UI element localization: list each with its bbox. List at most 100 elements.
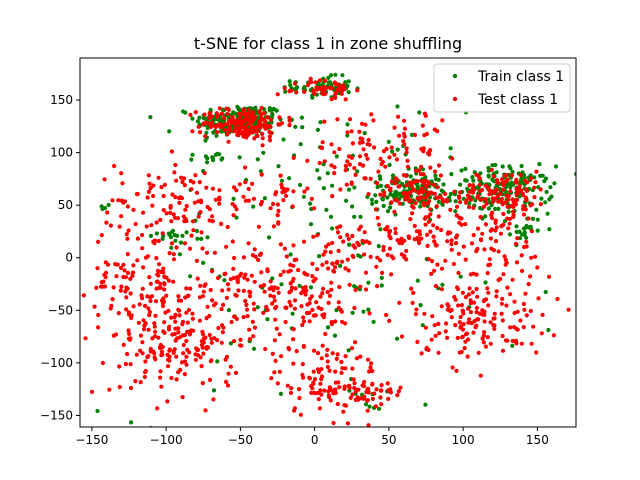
test-point — [496, 249, 501, 254]
test-point — [181, 342, 186, 348]
test-point — [286, 345, 291, 351]
test-point — [353, 340, 358, 345]
train-point — [381, 203, 386, 208]
test-point — [332, 269, 337, 274]
test-point — [487, 192, 492, 197]
test-point — [505, 338, 510, 343]
test-point — [207, 111, 212, 116]
train-point — [344, 198, 349, 203]
test-point — [156, 238, 161, 244]
test-point — [301, 375, 306, 380]
train-point — [386, 139, 391, 144]
train-point — [317, 254, 322, 259]
train-point — [374, 199, 379, 204]
test-point — [194, 258, 199, 263]
test-point — [203, 335, 208, 340]
test-point — [164, 293, 169, 298]
test-point — [225, 131, 230, 137]
test-point — [372, 145, 377, 150]
test-point — [378, 258, 383, 263]
test-point — [524, 180, 530, 185]
test-point — [341, 239, 346, 244]
test-point — [172, 331, 177, 337]
test-point — [387, 155, 392, 160]
train-point — [333, 72, 338, 77]
train-point — [236, 107, 241, 112]
test-point — [258, 125, 263, 130]
train-point — [148, 115, 153, 120]
test-point — [203, 134, 208, 139]
test-point — [185, 293, 190, 299]
test-point — [414, 229, 419, 234]
train-point — [378, 227, 383, 232]
test-point — [494, 294, 499, 299]
test-point — [173, 326, 178, 331]
test-point — [282, 86, 287, 91]
test-point — [513, 241, 519, 246]
test-point — [305, 158, 310, 163]
test-point — [262, 283, 267, 288]
test-point — [215, 275, 221, 281]
test-point — [385, 183, 390, 189]
test-point — [202, 171, 207, 176]
test-point — [499, 301, 504, 306]
test-point — [487, 262, 493, 267]
test-point — [225, 111, 230, 117]
test-point — [407, 235, 412, 241]
test-point — [102, 177, 107, 182]
test-point — [259, 270, 264, 275]
train-point — [366, 307, 371, 312]
test-point — [327, 385, 332, 390]
test-point — [389, 272, 394, 277]
train-point — [453, 209, 458, 214]
test-point — [489, 227, 495, 232]
test-point — [195, 276, 200, 281]
test-point — [331, 420, 336, 426]
test-point — [504, 260, 509, 265]
x-tick-label: 0 — [311, 433, 319, 447]
test-point — [245, 314, 250, 319]
test-point — [501, 183, 506, 188]
test-point — [383, 164, 388, 169]
test-point — [432, 191, 437, 196]
test-point — [389, 179, 394, 184]
test-point — [219, 340, 224, 345]
test-point — [176, 330, 181, 335]
test-point — [241, 108, 246, 113]
train-point — [287, 176, 292, 181]
test-point — [439, 304, 444, 309]
test-point — [433, 333, 438, 338]
test-point — [247, 294, 252, 299]
test-point — [145, 355, 150, 360]
test-point — [427, 199, 432, 204]
test-point — [298, 412, 303, 417]
test-point — [244, 302, 249, 307]
test-point — [463, 222, 468, 227]
test-point — [431, 223, 436, 228]
test-point — [221, 115, 227, 121]
test-point — [501, 211, 506, 217]
test-point — [350, 392, 355, 397]
train-point — [346, 79, 351, 84]
train-point — [215, 151, 220, 156]
test-point — [533, 180, 538, 185]
test-point — [488, 320, 493, 325]
test-point — [482, 330, 487, 335]
test-point — [475, 226, 481, 231]
test-point — [145, 195, 150, 200]
train-point — [509, 180, 514, 185]
test-point — [245, 307, 250, 312]
test-point — [436, 214, 441, 219]
train-point — [362, 131, 367, 136]
test-point — [333, 95, 338, 100]
test-point — [160, 300, 165, 305]
train-point — [169, 245, 174, 250]
train-point — [219, 157, 224, 162]
train-point — [453, 199, 458, 204]
test-point — [310, 307, 315, 312]
test-point — [332, 150, 337, 155]
test-point — [412, 132, 418, 138]
test-point — [164, 211, 169, 216]
test-point — [450, 365, 455, 370]
test-point — [276, 290, 281, 295]
